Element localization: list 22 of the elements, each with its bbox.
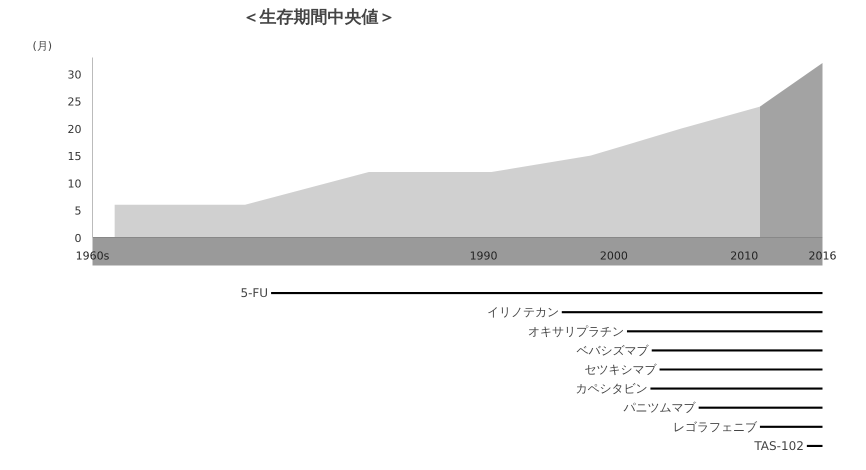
y-axis-title: (月) — [32, 40, 52, 52]
category-label: 5-FU — [240, 286, 268, 300]
category-label: イリノテカン — [486, 305, 559, 320]
category-label: ベバシズマブ — [576, 343, 649, 358]
y-tick-label: 25 — [68, 96, 82, 109]
category-label: TAS-102 — [754, 438, 804, 453]
category-label: オキサリプラチン — [528, 324, 624, 338]
category-label: セツキシマブ — [584, 362, 657, 376]
y-tick-label: 0 — [74, 232, 82, 245]
y-tick-label: 20 — [68, 122, 82, 136]
chart-title: ＜生存期間中央値＞ — [242, 8, 396, 28]
category-label: パニツムマブ — [624, 400, 696, 415]
x-tick-label: 1990 — [470, 250, 498, 262]
x-tick-label: 2000 — [600, 250, 628, 262]
y-tick-label: 10 — [68, 177, 82, 190]
y-tick-label: 15 — [68, 150, 82, 164]
x-tick-label: 2016 — [808, 250, 837, 262]
y-tick-label: 5 — [74, 204, 82, 218]
y-tick-label: 30 — [68, 68, 82, 82]
category-label: カペシタビン — [575, 382, 648, 396]
x-tick-label: 2010 — [730, 250, 758, 262]
category-label: レゴラフェニブ — [672, 420, 757, 434]
